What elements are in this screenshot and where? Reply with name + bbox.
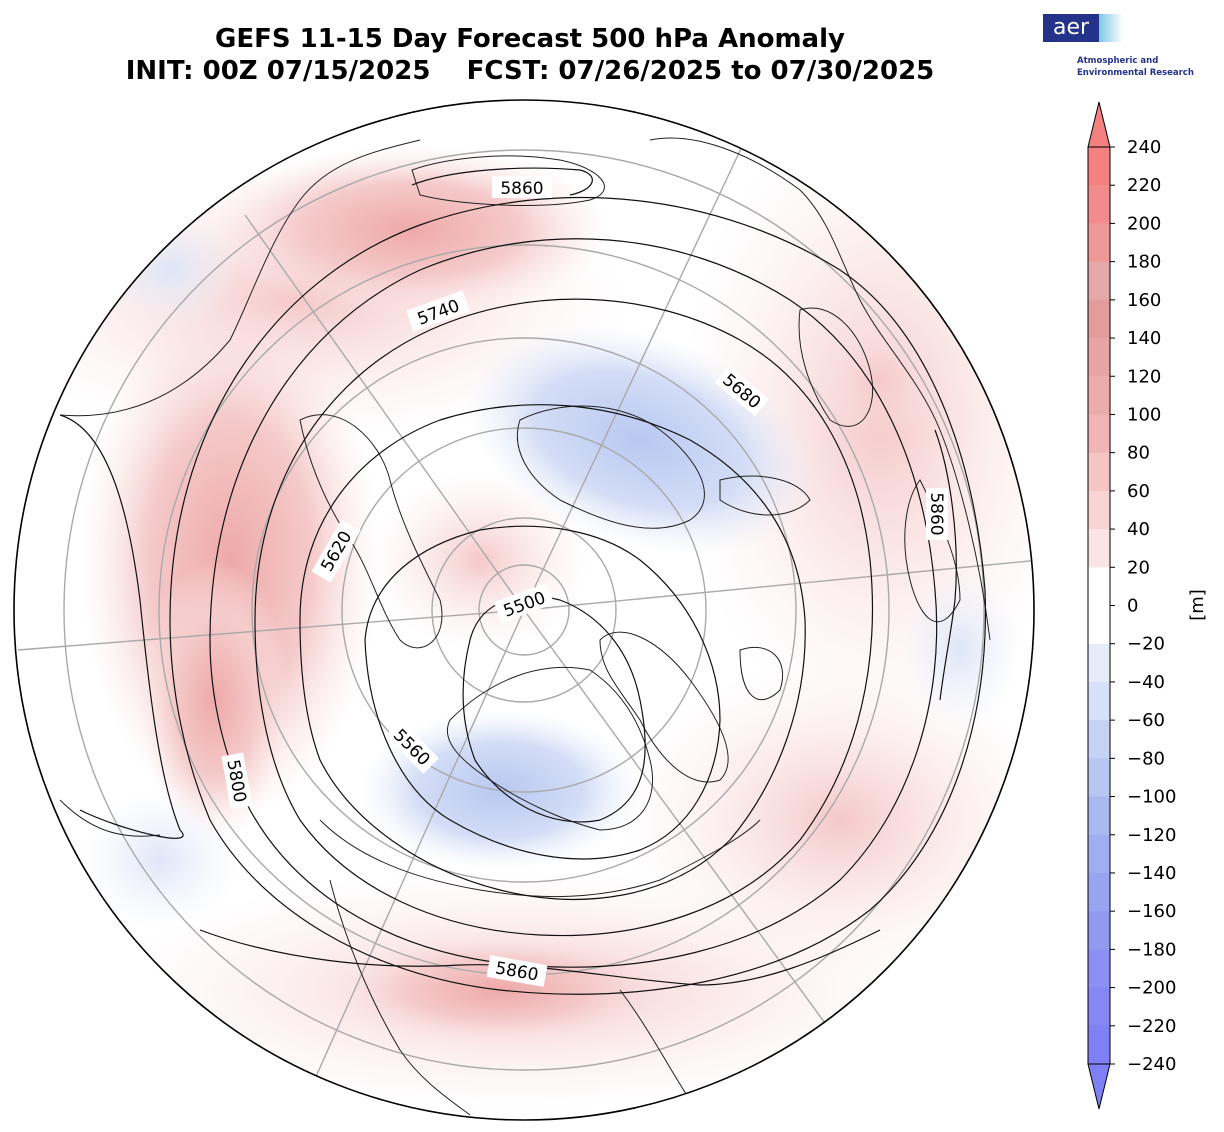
contour-5800 [169,196,987,995]
contour-5860-west [59,414,184,839]
aer-logo: aer Atmospheric and Environmental Resear… [1040,12,1220,84]
colorbar-segment [1088,911,1110,950]
colorbar-unit-label: [m] [1187,589,1208,621]
colorbar-segment [1088,605,1110,645]
colorbar-tick-label: −200 [1127,978,1176,999]
logo-accent [1099,14,1123,42]
logo-wordmark: aer [1043,14,1099,42]
figure-title-line2: INIT: 00Z 07/15/2025 FCST: 07/26/2025 to… [125,56,935,86]
colorbar-segment [1088,643,1110,683]
anomaly-shading [14,100,1034,1116]
colorbar-tick-label: 200 [1127,213,1161,234]
colorbar-segment [1088,949,1110,989]
graticule [17,139,1034,1091]
colorbar-segment [1088,452,1110,492]
colorbar-segment [1088,147,1110,186]
colorbar-tick-label: −220 [1127,1016,1176,1037]
colorbar-tick-label: −160 [1127,901,1176,922]
colorbar-tick-label: 160 [1127,290,1161,311]
contour-label: 5860 [500,179,543,199]
colorbar-segment [1088,299,1110,339]
logo-text-line1: Atmospheric and [1077,56,1159,66]
colorbar-tick-label: −100 [1127,787,1176,808]
logo-text-line2: Environmental Research [1077,68,1194,78]
colorbar-tick-label: 240 [1127,137,1161,158]
contour-5860-south [199,929,881,986]
colorbar-tick-label: −40 [1127,672,1165,693]
colorbar-segment [1088,261,1110,301]
contour-5680 [254,298,874,937]
colorbar-segment [1088,529,1110,568]
colorbar-tick-label: 180 [1127,252,1161,273]
contour-5560 [364,525,721,860]
contour-5740 [209,238,938,968]
colorbar-tick-label: −80 [1127,748,1165,769]
colorbar-segment [1088,490,1110,530]
colorbar-frame [1087,146,1111,1065]
contour-5860-east [934,429,957,701]
colorbar-tick-label: −240 [1127,1054,1176,1075]
colorbar-segment [1088,567,1110,607]
colorbar-tick-label: 60 [1127,481,1150,502]
colorbar-tick-label: −140 [1127,863,1176,884]
colorbar-tick-label: −180 [1127,939,1176,960]
map-boundary [13,99,1035,1121]
colorbar-extend-max [1087,101,1111,148]
contour-label: 5860 [926,492,946,535]
colorbar-tick-label: 100 [1127,404,1161,425]
colorbar-tick-label: −20 [1127,634,1165,655]
colorbar-segment [1088,223,1110,263]
height-contours [59,167,987,995]
colorbar-segment [1088,720,1110,759]
contour-5620 [299,404,806,900]
colorbar-segment [1088,414,1110,454]
coastlines [59,137,991,1116]
colorbar-segment [1088,1025,1110,1065]
colorbar-segment [1088,376,1110,416]
colorbar-blocks [1087,101,1111,1110]
colorbar-tick-label: 40 [1127,519,1150,540]
colorbar-tick-label: 120 [1127,366,1161,387]
contour-5860-north [411,167,593,196]
colorbar-tick-label: 140 [1127,328,1161,349]
colorbar-ticks: 240220200180160140120100806040200−20−40−… [1110,137,1176,1075]
colorbar-segment [1088,758,1110,798]
colorbar-tick-label: −120 [1127,825,1176,846]
colorbar-extend-min [1087,1063,1111,1110]
colorbar-tick-label: 80 [1127,443,1150,464]
colorbar-segment [1088,872,1110,912]
figure-title-line1: GEFS 11-15 Day Forecast 500 hPa Anomaly [215,24,845,54]
colorbar-segment [1088,338,1110,377]
colorbar-segment [1088,796,1110,836]
colorbar-tick-label: 20 [1127,557,1150,578]
colorbar-segment [1088,681,1110,721]
colorbar-tick-label: 0 [1127,596,1138,617]
colorbar-segment [1088,987,1110,1027]
polar-map: 5860 5740 5680 5860 5620 5500 5560 5800 … [13,99,1035,1121]
colorbar-segment [1088,185,1110,225]
colorbar-tick-label: −60 [1127,710,1165,731]
colorbar-segment [1088,834,1110,874]
colorbar-tick-label: 220 [1127,175,1161,196]
